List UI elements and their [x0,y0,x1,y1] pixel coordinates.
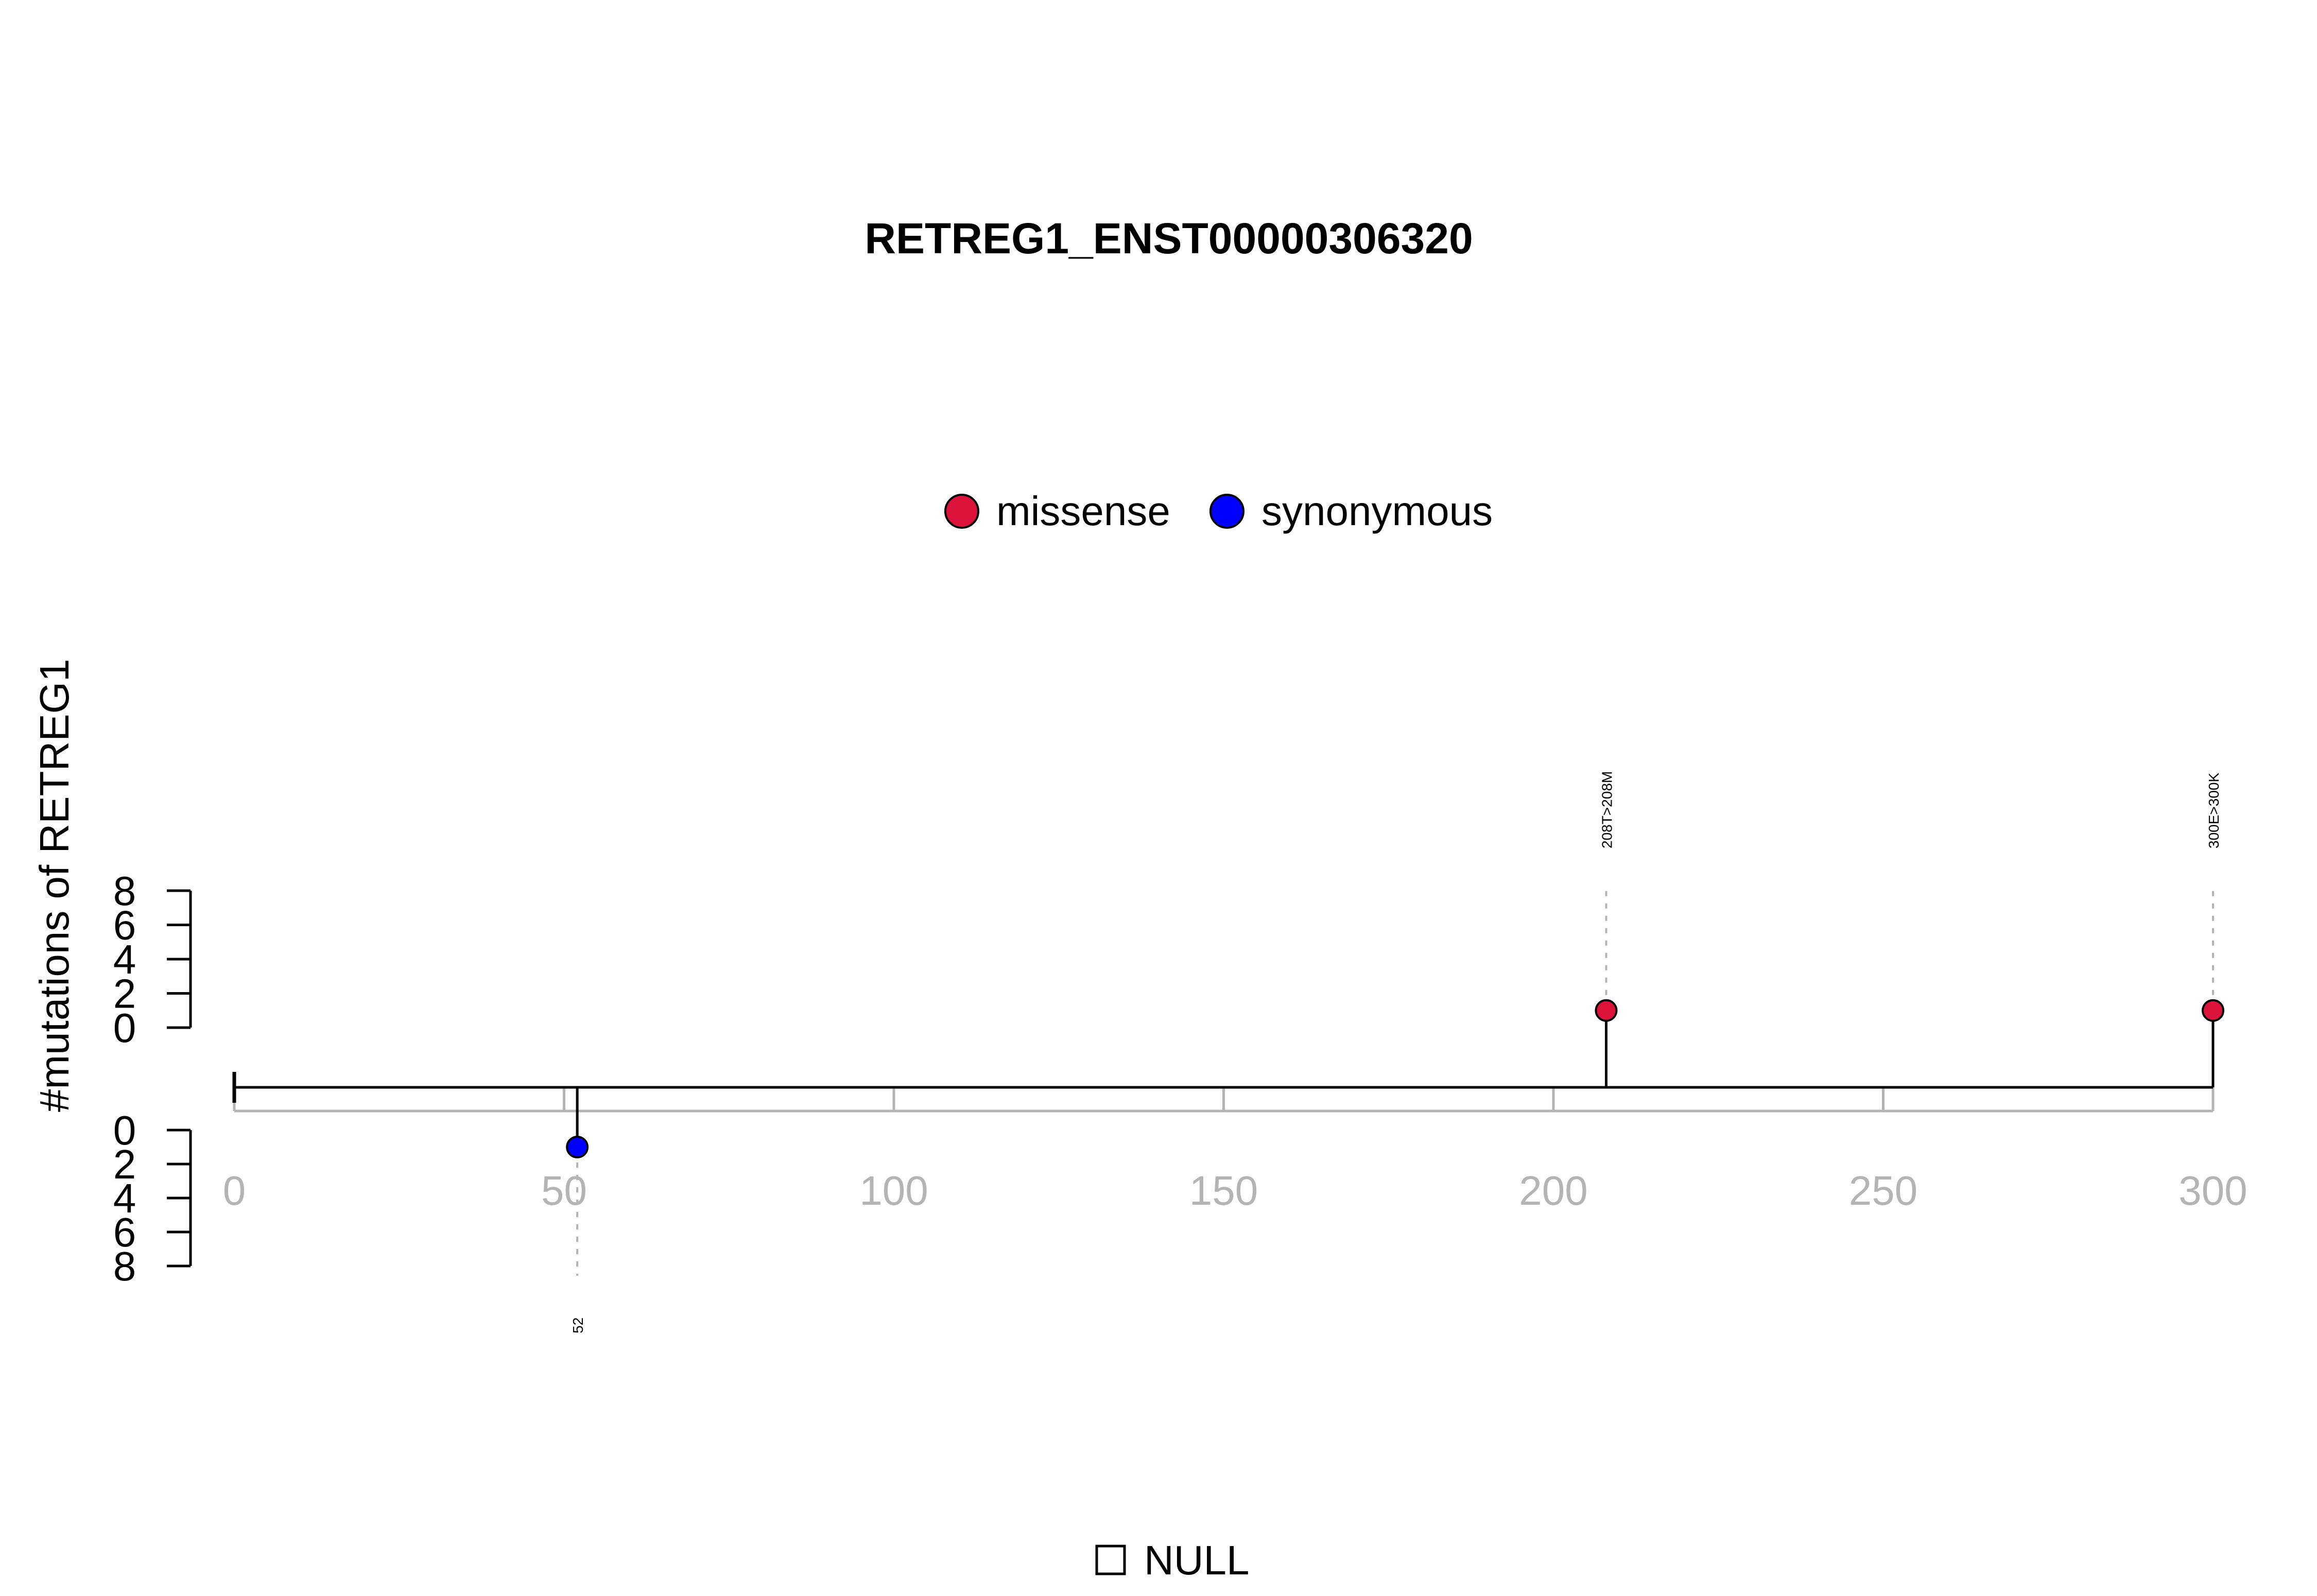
y-axis-top-tick-label: 4 [113,936,136,982]
y-axis-top-tick-label: 2 [113,971,136,1017]
x-tick-label: 250 [1849,1168,1917,1213]
x-tick-label: 300 [2178,1168,2247,1213]
mutation-point [566,1136,589,1158]
mutation-point [1595,999,1618,1022]
x-tick-label: 0 [223,1168,246,1213]
y-axis-bottom-tick-label: 6 [113,1209,136,1255]
y-axis-bottom-tick-label: 0 [113,1107,136,1153]
y-axis-bottom-tick-label: 2 [113,1141,136,1187]
legend-label-synonymous: synonymous [1261,488,1493,534]
x-tick-label: 200 [1519,1168,1587,1213]
mutation-point [2202,999,2224,1022]
legend-label-missense: missense [996,488,1170,534]
legend: missense synonymous [944,488,1493,534]
mutation-missense: 208T>208M [1595,771,1618,1087]
x-axis: 0 50 100 150 200 250 300 [223,1087,2247,1213]
protein-backbone [232,1072,2213,1103]
legend-swatch-synonymous [1209,494,1244,529]
x-tick-label: 50 [541,1168,587,1213]
y-axis-top-tick-label: 0 [113,1005,136,1051]
bottom-legend: NULL [1095,1537,1250,1583]
chart-title: RETREG1_ENST00000306320 [864,214,1473,263]
mutation-label: 208T>208M [1599,771,1615,848]
y-axis-top-tick-label: 8 [113,868,136,914]
mutation-label: 300E>300K [2206,773,2222,848]
y-axis-label: #mutations of RETREG1 [31,659,77,1112]
bottom-legend-label: NULL [1144,1537,1250,1583]
y-axis-bottom-tick-label: 4 [113,1175,136,1221]
y-axis-top-tick-label: 6 [113,903,136,948]
x-tick-label: 150 [1189,1168,1258,1213]
mutation-label: 52 [570,1317,586,1333]
x-tick-label: 100 [859,1168,928,1213]
mutation-missense: 300E>300K [2202,773,2224,1087]
mutation-lollipops: 208T>208M 300E>300K 52 [566,771,2224,1333]
mutation-synonymous: 52 [566,1087,589,1333]
legend-swatch-missense [944,494,979,529]
y-axis-bottom-tick-label: 8 [113,1243,136,1289]
bottom-legend-swatch [1095,1545,1126,1575]
